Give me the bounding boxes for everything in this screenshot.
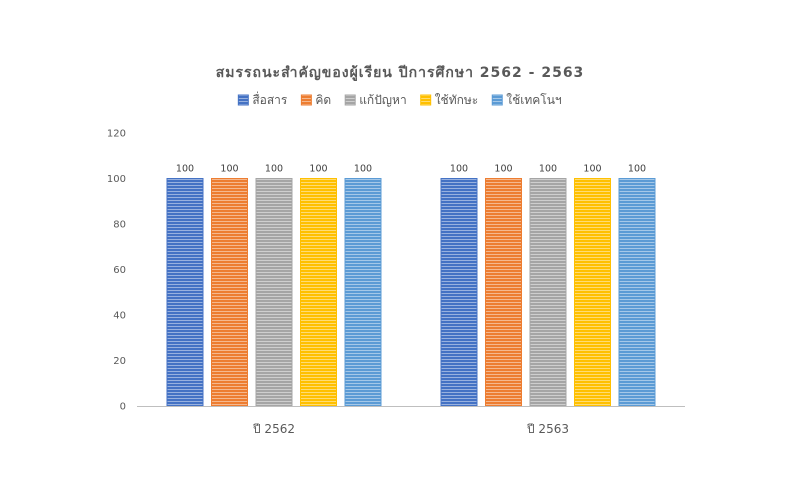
bar-3-cat-2 (529, 178, 567, 407)
legend-label: คิด (315, 93, 331, 107)
legend-swatch (344, 94, 356, 106)
data-label: 100 (539, 164, 557, 175)
data-label: 100 (628, 164, 646, 175)
y-tick-label: 100 (107, 174, 126, 185)
legend-swatch (491, 94, 503, 106)
legend-label: ใช้เทคโนฯ (506, 93, 561, 107)
bar-5-cat-1 (344, 178, 382, 407)
legend-swatch (237, 94, 249, 106)
bars (166, 178, 656, 407)
data-label: 100 (354, 164, 372, 175)
legend-label: แก้ปัญหา (359, 93, 407, 107)
x-category-label: ปี 2562 (252, 422, 295, 436)
x-category-label: ปี 2563 (526, 422, 569, 436)
bar-3-cat-1 (255, 178, 293, 407)
legend: สื่อสาร คิด แก้ปัญหา ใช้ทักษะ ใช้เทคโนฯ (237, 91, 562, 107)
data-label: 100 (265, 164, 283, 175)
data-label: 100 (450, 164, 468, 175)
bar-1-cat-2 (440, 178, 478, 407)
bar-5-cat-2 (618, 178, 656, 407)
data-label: 100 (220, 164, 238, 175)
legend-item-2: คิด (300, 93, 331, 107)
legend-item-4: ใช้ทักษะ (420, 93, 479, 107)
data-label: 100 (176, 164, 194, 175)
y-axis: 0 20 40 60 80 100 120 (107, 129, 126, 413)
bar-2-cat-1 (211, 178, 248, 407)
bar-1-cat-1 (166, 178, 204, 407)
x-axis: ปี 2562 ปี 2563 (137, 406, 685, 436)
bar-4-cat-2 (574, 178, 611, 407)
legend-swatch (420, 94, 432, 106)
y-tick-label: 40 (113, 311, 126, 322)
data-label: 100 (309, 164, 327, 175)
y-tick-label: 60 (113, 265, 126, 276)
bar-2-cat-2 (485, 178, 522, 407)
legend-item-1: สื่อสาร (237, 91, 288, 107)
y-tick-label: 120 (107, 129, 126, 140)
legend-swatch (300, 94, 312, 106)
chart-title: สมรรถนะสำคัญของผู้เรียน ปีการศึกษา 2562 … (216, 64, 585, 81)
legend-label: สื่อสาร (252, 91, 288, 107)
data-labels: 100 100 100 100 100 100 100 100 100 100 (176, 164, 646, 175)
bar-4-cat-1 (300, 178, 337, 407)
y-tick-label: 0 (120, 402, 126, 413)
legend-item-5: ใช้เทคโนฯ (491, 93, 562, 107)
legend-item-3: แก้ปัญหา (344, 93, 407, 107)
data-label: 100 (583, 164, 601, 175)
y-tick-label: 80 (113, 220, 126, 231)
y-tick-label: 20 (113, 356, 126, 367)
legend-label: ใช้ทักษะ (435, 93, 479, 107)
data-label: 100 (494, 164, 512, 175)
